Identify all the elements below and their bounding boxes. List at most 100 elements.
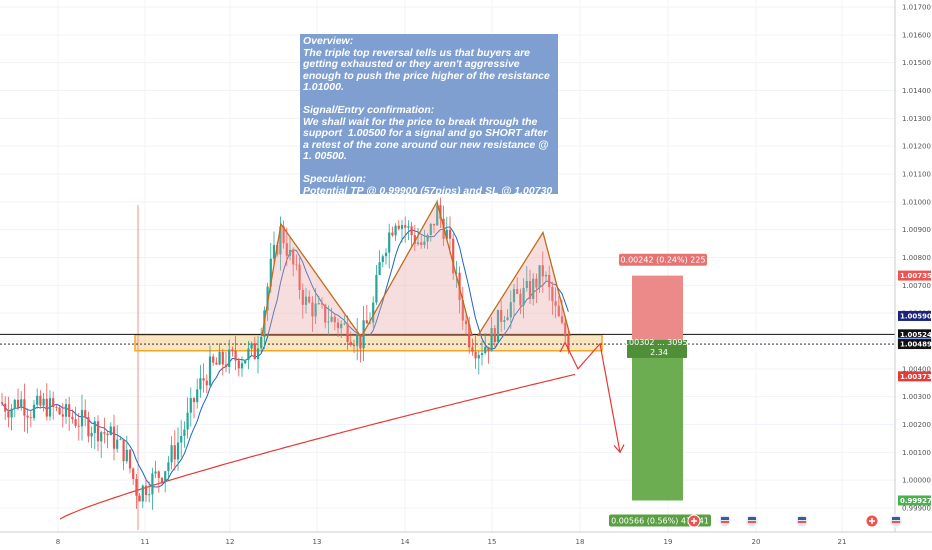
- y-tick-label: 1.00200: [902, 421, 931, 429]
- candle-body: [106, 433, 109, 436]
- candle-body: [144, 485, 148, 495]
- candle-body: [394, 225, 397, 236]
- stop-loss-area: [632, 275, 683, 343]
- candle-body: [266, 286, 269, 311]
- candle-body: [199, 378, 202, 390]
- candle-body: [176, 442, 180, 460]
- candle-body: [298, 264, 301, 290]
- candle-body: [320, 303, 324, 305]
- candle-body: [186, 412, 189, 430]
- plus-glyph: [869, 518, 875, 524]
- candle-body: [260, 336, 263, 349]
- candle-body: [148, 494, 151, 496]
- resistance-zone: [0, 333, 895, 352]
- ratio-box: [627, 339, 687, 358]
- economic-events[interactable]: [687, 514, 903, 528]
- position-tool[interactable]: 0.00242 (0.24%) 225 0.00302 ... 309512.34…: [609, 253, 711, 527]
- candle-body: [487, 346, 490, 352]
- price-tag: [898, 371, 931, 382]
- candle-body: [13, 399, 16, 409]
- target-label: 0.00566 (0.56%) 475.41: [611, 516, 709, 525]
- candle-body: [538, 265, 541, 288]
- fast-moving-average: [1, 226, 569, 488]
- triple-top-peak: [360, 200, 473, 337]
- candle-body: [512, 289, 516, 303]
- candle-body: [74, 419, 77, 426]
- candle-body: [484, 346, 487, 354]
- x-tick-label: 19: [664, 538, 673, 546]
- candle-body: [413, 235, 416, 244]
- price-tag: [898, 270, 931, 281]
- x-tick-label: 15: [488, 538, 497, 546]
- y-tick-label: 1.00900: [902, 226, 931, 234]
- candle-body: [77, 425, 80, 427]
- candle-body: [480, 353, 484, 356]
- y-tick-label: 1.01700: [902, 4, 931, 12]
- x-tick-label: 8: [56, 538, 60, 546]
- candle-body: [407, 226, 410, 228]
- candle-body: [61, 414, 64, 417]
- y-tick-label: 1.01200: [902, 143, 931, 151]
- candle-body: [560, 316, 564, 323]
- candle-body: [372, 302, 375, 323]
- candle-body: [327, 321, 330, 323]
- candle-body: [432, 223, 436, 226]
- flag-stripe: [721, 521, 729, 523]
- candles: [0, 197, 570, 510]
- candle-body: [397, 225, 400, 229]
- candle-body: [202, 378, 205, 381]
- candle-body: [192, 398, 196, 403]
- candle-body: [356, 334, 359, 346]
- candle-body: [544, 274, 548, 277]
- candle-body: [196, 389, 199, 403]
- candle-body: [548, 274, 551, 288]
- candle-body: [359, 334, 362, 349]
- candle-body: [125, 449, 128, 462]
- candle-body: [365, 320, 368, 324]
- candle-body: [551, 287, 554, 302]
- candle-body: [535, 278, 538, 288]
- candle-body: [39, 395, 42, 406]
- analysis-note: Overview: The triple top reversal tells …: [300, 34, 558, 194]
- candle-body: [160, 477, 164, 483]
- arrow-head: [613, 444, 625, 454]
- candle-body: [58, 407, 61, 415]
- candle-body: [324, 304, 327, 323]
- flag-stripe: [892, 521, 900, 523]
- x-tick-label: 21: [838, 538, 847, 546]
- candle-body: [116, 439, 119, 449]
- candle-body: [272, 245, 276, 259]
- price-tag-label: 1.00590: [900, 312, 932, 320]
- x-tick-label: 12: [226, 538, 235, 546]
- candle-body: [423, 241, 426, 246]
- y-tick-label: 1.00100: [902, 449, 931, 457]
- candle-body: [253, 343, 256, 360]
- candle-body: [112, 426, 116, 449]
- price-axis[interactable]: 1.01700 1.01600 1.01500 1.01400 1.01300 1.012…: [894, 0, 932, 532]
- price-tag-label: 1.00524: [900, 331, 932, 339]
- x-tick-label: 18: [576, 538, 585, 546]
- candle-body: [237, 360, 240, 369]
- candle-body: [346, 323, 349, 343]
- stop-label-box: [619, 253, 707, 266]
- candle-body: [183, 429, 186, 436]
- candle-body: [564, 322, 567, 337]
- candle-body: [343, 323, 346, 325]
- time-axis[interactable]: 8 11 12 13 14 15 18 19 20 21: [0, 531, 932, 546]
- candle-body: [455, 272, 458, 274]
- candle-body: [301, 289, 304, 305]
- price-tag-label: 1.00735: [900, 272, 932, 280]
- candle-body: [7, 411, 10, 418]
- candle-body: [64, 404, 68, 417]
- candle-body: [90, 432, 93, 437]
- candle-body: [378, 262, 381, 275]
- y-tick-label: 1.00700: [902, 282, 931, 290]
- y-tick-label: 1.00800: [902, 254, 931, 262]
- candle-body: [532, 278, 535, 300]
- candle-body: [304, 296, 308, 305]
- candle-body: [420, 242, 423, 246]
- triple-top-peak: [476, 230, 571, 337]
- candle-body: [234, 350, 237, 361]
- candle-body: [439, 205, 442, 219]
